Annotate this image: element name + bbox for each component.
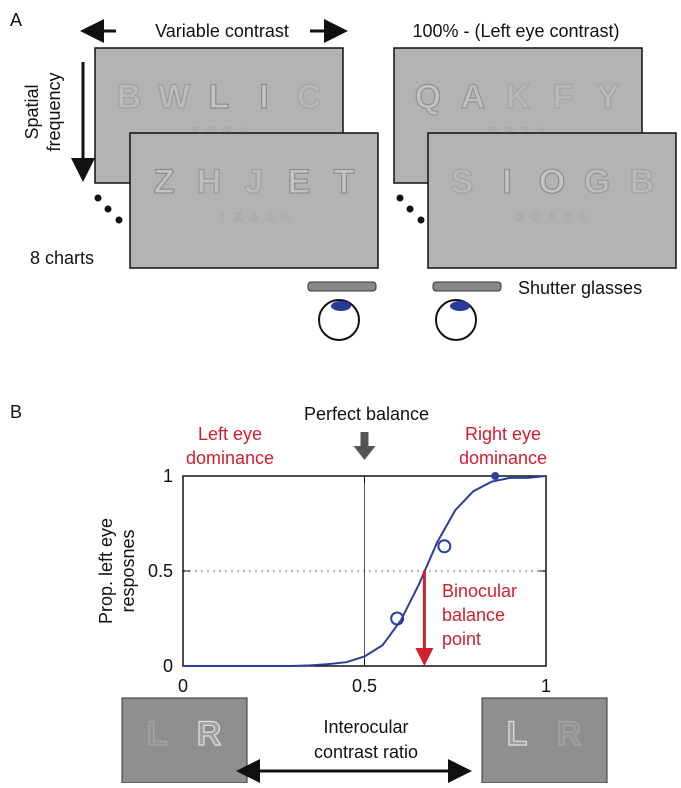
chart-letter: E bbox=[288, 163, 311, 201]
chart-letter: R bbox=[223, 125, 232, 139]
chart-letter: Z bbox=[191, 125, 198, 139]
annotation: Left eye dominance bbox=[186, 424, 274, 468]
x-tick-label: 1 bbox=[541, 676, 551, 696]
example-letter: L bbox=[507, 715, 528, 753]
panel-label: A bbox=[10, 10, 22, 30]
y-tick-label: 0 bbox=[163, 656, 173, 676]
panel-a: A Variable contrast 100% - (Left eye con… bbox=[10, 10, 642, 341]
chart-letter: K bbox=[506, 78, 531, 116]
chart-letter: A bbox=[548, 210, 557, 224]
chart-letter: B bbox=[117, 78, 142, 116]
chart-letter: S bbox=[451, 163, 474, 201]
example-letter: L bbox=[147, 715, 168, 753]
fit-curve bbox=[183, 475, 547, 667]
glasses bbox=[307, 281, 502, 341]
annotation: Perfect balance bbox=[304, 404, 429, 424]
x-axis-label: Interocular contrast ratio bbox=[314, 717, 418, 762]
chart-letter: C bbox=[297, 78, 322, 116]
chart-letter: B bbox=[516, 210, 525, 224]
chart-letter: U bbox=[532, 210, 541, 224]
right-header: 100% - (Left eye contrast) bbox=[412, 21, 619, 41]
chart-letter: R bbox=[282, 210, 291, 224]
chart-letter: T bbox=[522, 125, 530, 139]
chart-letter: G bbox=[584, 163, 610, 201]
x-tick-label: 0 bbox=[178, 676, 188, 696]
data-point bbox=[390, 611, 405, 626]
chart-letter: L bbox=[209, 78, 230, 116]
chart-letter: B bbox=[250, 210, 259, 224]
chart-letter: S bbox=[266, 210, 274, 224]
annotation-line: dominance bbox=[459, 448, 547, 468]
example-chart bbox=[481, 697, 608, 784]
chart-letter: J bbox=[245, 163, 264, 201]
annotation-line: point bbox=[442, 629, 481, 649]
x-axis-label-line: Interocular bbox=[323, 717, 408, 737]
panel-label: B bbox=[10, 402, 22, 422]
annotation-line: Left eye bbox=[198, 424, 262, 444]
annotation-line: dominance bbox=[186, 448, 274, 468]
chart-letter: D bbox=[490, 125, 499, 139]
chart-letter: Z bbox=[154, 163, 175, 201]
example-letter: R bbox=[197, 715, 222, 753]
y-tick-label: 1 bbox=[163, 466, 173, 486]
annotation: Right eye dominance bbox=[459, 424, 547, 468]
y-tick-label: 0.5 bbox=[148, 561, 173, 581]
chart-letter: Y bbox=[597, 78, 620, 116]
eye-chart bbox=[129, 132, 379, 269]
dots bbox=[94, 194, 425, 224]
data-point bbox=[491, 472, 500, 480]
data-point bbox=[437, 539, 452, 554]
chart-letter: O bbox=[206, 125, 215, 139]
annotation: Binocular balance point bbox=[442, 581, 517, 649]
example-chart bbox=[121, 697, 248, 784]
x-tick-label: 0.5 bbox=[352, 676, 377, 696]
example-letter: R bbox=[557, 715, 582, 753]
annotation-line: balance bbox=[442, 605, 505, 625]
chart-letter: N bbox=[580, 210, 589, 224]
y-axis-label-line: resposnes bbox=[118, 529, 138, 612]
chart-letter: H bbox=[197, 163, 222, 201]
chart-letter: V bbox=[239, 125, 247, 139]
chart-letter: O bbox=[539, 163, 565, 201]
chart-letter: W bbox=[158, 78, 191, 116]
eye-chart bbox=[427, 132, 677, 269]
arrow bbox=[353, 432, 376, 460]
chart-letter: F bbox=[553, 78, 574, 116]
y-axis-label: Prop. left eye resposnes bbox=[96, 518, 138, 624]
chart-letter: Q bbox=[415, 78, 441, 116]
y-axis-label-line: Prop. left eye bbox=[96, 518, 116, 624]
chart-letter: X bbox=[538, 125, 546, 139]
annotation-line: Right eye bbox=[465, 424, 541, 444]
count-label: 8 charts bbox=[30, 248, 94, 268]
left-header: Variable contrast bbox=[155, 21, 289, 41]
chart-letter: I bbox=[502, 163, 511, 201]
chart-letter: R bbox=[506, 125, 515, 139]
chart-letter: A bbox=[461, 78, 486, 116]
axis-label: Spatial frequency bbox=[22, 72, 64, 151]
chart-letter: Y bbox=[564, 210, 572, 224]
chart-letter: I bbox=[259, 78, 268, 116]
x-axis-label-line: contrast ratio bbox=[314, 742, 418, 762]
chart-letter: Z bbox=[234, 210, 241, 224]
glasses-label: Shutter glasses bbox=[518, 278, 642, 298]
chart-letter: T bbox=[334, 163, 355, 201]
annotation-line: Binocular bbox=[442, 581, 517, 601]
chart-letter: I bbox=[220, 210, 223, 224]
chart-letter: B bbox=[630, 163, 655, 201]
